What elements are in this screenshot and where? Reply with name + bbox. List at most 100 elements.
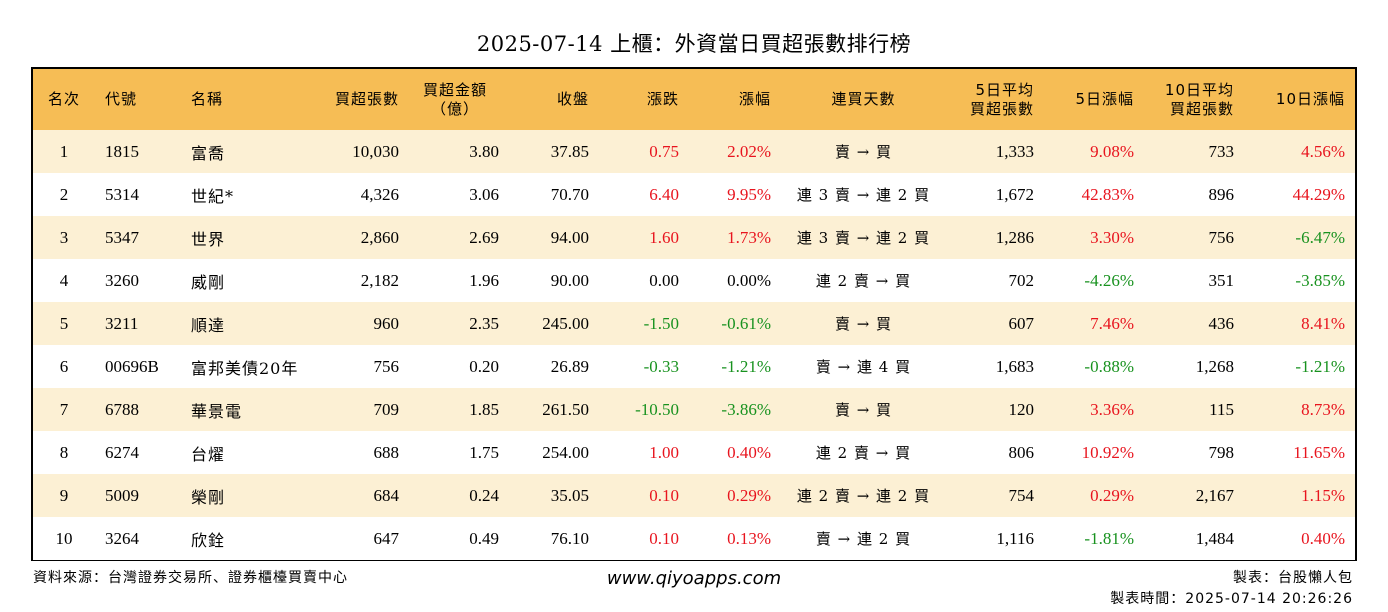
- cell-net-buy-amount: 2.35: [469, 313, 499, 333]
- cell-avg5-net-buy: 1,286: [995, 227, 1034, 247]
- table-timestamp: 製表時間：2025-07-14 20:26:26: [1110, 591, 1353, 607]
- table-header-row: 名次 代號 名稱 買超張數 買超金額 （億） 收盤 漲跌 漲幅 連買天數 5日平均 買超張數 5日漲…: [33, 69, 1355, 130]
- cell-pct5: -4.26%: [1084, 270, 1134, 290]
- cell-close: 94.00: [550, 227, 589, 247]
- cell-change-pct: 1.73%: [727, 227, 771, 247]
- cell-pct5: 9.08%: [1090, 141, 1134, 161]
- cell-code: 3211: [105, 313, 139, 333]
- cell-name: 欣銓: [191, 530, 226, 550]
- cell-avg10-net-buy: 1,484: [1195, 528, 1234, 548]
- cell-net-buy-lots: 684: [373, 485, 400, 505]
- data-source-note: 資料來源：台灣證券交易所、證券櫃檯買賣中心: [33, 570, 348, 586]
- cell-net-buy-amount: 2.69: [469, 227, 499, 247]
- cell-rank: 1: [59, 141, 69, 161]
- cell-avg5-net-buy: 806: [1008, 442, 1035, 462]
- table-row: 10 3264 欣銓 647 0.49 76.10 0.10 0.13% 賣 → 連 2 買 1,…: [33, 517, 1355, 560]
- cell-pct10: -6.47%: [1295, 227, 1345, 247]
- cell-buy-streak: 賣 → 連 2 買: [815, 530, 912, 548]
- cell-avg10-net-buy: 756: [1208, 227, 1235, 247]
- cell-rank: 7: [59, 399, 69, 419]
- cell-avg5-net-buy: 1,672: [995, 184, 1034, 204]
- cell-net-buy-lots: 960: [373, 313, 400, 333]
- cell-name: 威剛: [191, 272, 226, 292]
- cell-change: -10.50: [635, 399, 679, 419]
- cell-change: 0.10: [649, 485, 679, 505]
- table-row: 7 6788 華景電 709 1.85 261.50 -10.50 -3.86% 賣 → 買 12…: [33, 388, 1355, 431]
- cell-close: 261.50: [542, 399, 589, 419]
- cell-name: 世紀*: [191, 186, 235, 206]
- cell-rank: 2: [59, 184, 69, 204]
- cell-avg5-net-buy: 607: [1008, 313, 1035, 333]
- cell-change: 0.00: [649, 270, 679, 290]
- cell-buy-streak: 賣 → 買: [834, 315, 893, 333]
- cell-pct5: 7.46%: [1090, 313, 1134, 333]
- cell-pct10: 1.15%: [1301, 485, 1345, 505]
- column-header-net-buy-amount: 買超金額 （億）: [422, 80, 487, 118]
- cell-pct5: 3.30%: [1090, 227, 1134, 247]
- cell-pct5: 3.36%: [1090, 399, 1134, 419]
- cell-rank: 5: [59, 313, 69, 333]
- cell-name: 世界: [191, 229, 226, 249]
- cell-code: 3264: [105, 528, 139, 548]
- cell-name: 富喬: [191, 143, 226, 163]
- cell-net-buy-lots: 2,860: [360, 227, 399, 247]
- site-url: www.qiyoapps.com: [606, 568, 782, 589]
- cell-rank: 6: [59, 356, 69, 376]
- cell-code: 6274: [105, 442, 139, 462]
- cell-change-pct: 0.29%: [727, 485, 771, 505]
- cell-code: 1815: [105, 141, 139, 161]
- column-header-buy-streak: 連買天數: [831, 90, 896, 108]
- cell-change-pct: 0.13%: [727, 528, 771, 548]
- cell-pct5: 42.83%: [1081, 184, 1134, 204]
- cell-buy-streak: 連 2 賣 → 連 2 買: [796, 487, 931, 505]
- cell-change: -1.50: [643, 313, 679, 333]
- cell-code: 6788: [105, 399, 139, 419]
- cell-pct10: 11.65%: [1293, 442, 1345, 462]
- cell-buy-streak: 賣 → 買: [834, 401, 893, 419]
- cell-avg5-net-buy: 1,333: [995, 141, 1034, 161]
- column-header-close: 收盤: [556, 90, 589, 108]
- cell-close: 245.00: [542, 313, 589, 333]
- cell-pct5: 0.29%: [1090, 485, 1134, 505]
- cell-change-pct: 9.95%: [727, 184, 771, 204]
- cell-avg10-net-buy: 1,268: [1195, 356, 1234, 376]
- cell-avg10-net-buy: 436: [1208, 313, 1235, 333]
- cell-code: 5347: [105, 227, 139, 247]
- column-header-change-pct: 漲幅: [738, 90, 771, 108]
- cell-net-buy-lots: 4,326: [360, 184, 399, 204]
- cell-net-buy-amount: 0.20: [469, 356, 499, 376]
- column-header-name: 名稱: [191, 90, 224, 108]
- cell-name: 台燿: [191, 444, 226, 464]
- cell-code: 00696B: [105, 356, 159, 376]
- cell-pct10: 4.56%: [1301, 141, 1345, 161]
- cell-close: 76.10: [550, 528, 589, 548]
- cell-net-buy-amount: 1.85: [469, 399, 499, 419]
- cell-rank: 4: [59, 270, 69, 290]
- cell-net-buy-amount: 3.80: [469, 141, 499, 161]
- column-header-code: 代號: [105, 90, 138, 108]
- cell-avg10-net-buy: 351: [1208, 270, 1235, 290]
- cell-pct5: -0.88%: [1084, 356, 1134, 376]
- cell-buy-streak: 賣 → 連 4 買: [815, 358, 912, 376]
- cell-rank: 10: [55, 528, 73, 548]
- cell-buy-streak: 連 2 賣 → 買: [815, 272, 912, 290]
- cell-net-buy-lots: 10,030: [352, 141, 399, 161]
- cell-change-pct: -3.86%: [721, 399, 771, 419]
- cell-avg5-net-buy: 1,116: [996, 528, 1034, 548]
- cell-pct5: 10.92%: [1081, 442, 1134, 462]
- table-row: 4 3260 威剛 2,182 1.96 90.00 0.00 0.00% 連 2 賣 → 買 7…: [33, 259, 1355, 302]
- table-row: 6 00696B 富邦美債20年 756 0.20 26.89 -0.33 -1.21% 賣 →…: [33, 345, 1355, 388]
- cell-buy-streak: 賣 → 買: [834, 143, 893, 161]
- cell-net-buy-amount: 0.24: [469, 485, 499, 505]
- cell-change-pct: 0.00%: [727, 270, 771, 290]
- cell-pct5: -1.81%: [1084, 528, 1134, 548]
- cell-close: 90.00: [550, 270, 589, 290]
- cell-close: 70.70: [550, 184, 589, 204]
- cell-pct10: 0.40%: [1301, 528, 1345, 548]
- cell-pct10: 44.29%: [1292, 184, 1345, 204]
- cell-buy-streak: 連 3 賣 → 連 2 買: [796, 186, 931, 204]
- cell-net-buy-lots: 688: [373, 442, 400, 462]
- cell-avg10-net-buy: 2,167: [1195, 485, 1234, 505]
- cell-net-buy-amount: 0.49: [469, 528, 499, 548]
- ranking-table-container: 名次 代號 名稱 買超張數 買超金額 （億） 收盤 漲跌 漲幅 連買天數 5日平均 買超張數 5日漲…: [31, 67, 1357, 561]
